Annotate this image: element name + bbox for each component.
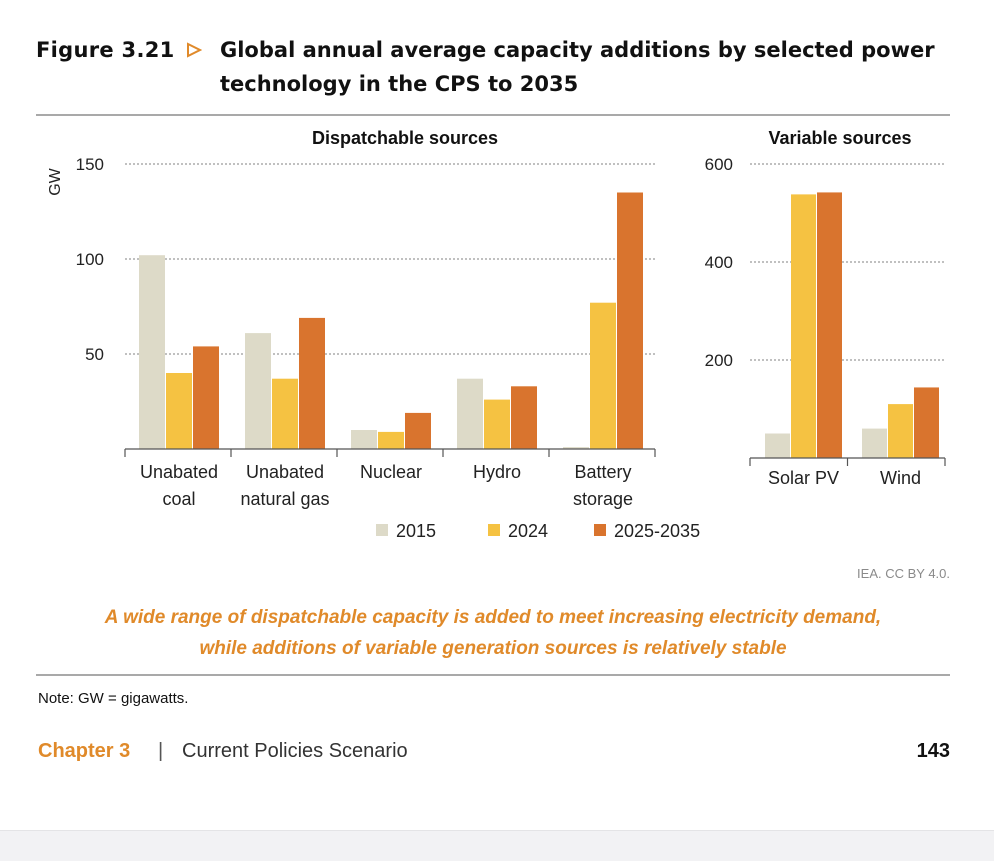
- bar: [888, 404, 913, 458]
- category-label: coal: [162, 489, 195, 509]
- category-label: Unabated: [246, 462, 324, 482]
- viewer-bottom-bar: [0, 830, 994, 861]
- y-tick-label: 100: [76, 250, 104, 269]
- category-label: Nuclear: [360, 462, 422, 482]
- bar: [299, 317, 325, 449]
- figure-caption: A wide range of dispatchable capacity is…: [36, 602, 950, 664]
- bar: [405, 412, 431, 449]
- capacity-chart: 50 100 150 Unabated coal Unabated natural gas N…: [47, 155, 946, 541]
- y-axis-label: GW: [47, 167, 64, 195]
- bar: [765, 433, 790, 458]
- caption-line-2: while additions of variable generation s…: [199, 638, 787, 659]
- category-label: Wind: [880, 468, 921, 488]
- bar: [139, 255, 165, 449]
- y-tick-label: 200: [705, 351, 733, 370]
- category-label: natural gas: [240, 489, 329, 509]
- bar: [166, 373, 192, 449]
- y-tick-label: 400: [705, 253, 733, 272]
- bar: [511, 386, 537, 449]
- footer-separator: |: [158, 740, 164, 762]
- bar: [914, 387, 939, 458]
- credit-text: IEA. CC BY 4.0.: [857, 566, 950, 581]
- bottom-rule: [36, 674, 950, 676]
- panel-title-dispatchable: Dispatchable sources: [311, 128, 499, 148]
- bar: [193, 346, 219, 449]
- category-label: Unabated: [140, 462, 218, 482]
- top-rule: [36, 114, 950, 116]
- legend-label: 2025-2035: [614, 521, 700, 541]
- legend-label: 2015: [396, 521, 436, 541]
- legend-label: 2024: [508, 521, 548, 541]
- legend-swatch: [488, 524, 500, 536]
- bar: [590, 302, 616, 449]
- figure-label: Figure 3.21: [36, 38, 175, 62]
- page-number: 143: [916, 740, 950, 762]
- bar: [245, 333, 271, 449]
- category-label: storage: [573, 489, 633, 509]
- bar: [351, 430, 377, 449]
- caption-line-1: A wide range of dispatchable capacity is…: [104, 607, 882, 628]
- figure-title: Global annual average capacity additions…: [220, 38, 935, 96]
- note-text: Note: GW = gigawatts.: [38, 690, 189, 707]
- category-label: Battery: [574, 462, 631, 482]
- category-label: Solar PV: [768, 468, 839, 488]
- legend-swatch: [594, 524, 606, 536]
- y-tick-label: 50: [85, 345, 104, 364]
- bar: [791, 194, 816, 458]
- bar: [484, 399, 510, 449]
- y-tick-label: 150: [76, 155, 104, 174]
- bar: [862, 428, 887, 458]
- legend-swatch: [376, 524, 388, 536]
- bar: [563, 447, 589, 449]
- bar: [617, 192, 643, 449]
- panel-title-variable: Variable sources: [768, 128, 912, 148]
- bar: [378, 431, 404, 449]
- category-label: Hydro: [473, 462, 521, 482]
- bar: [272, 378, 298, 449]
- bar: [817, 192, 842, 459]
- bar: [457, 378, 483, 449]
- footer-chapter: Chapter 3: [38, 740, 131, 762]
- triangle-arrow-icon: [187, 42, 202, 58]
- y-tick-label: 600: [705, 155, 733, 174]
- footer-section: Current Policies Scenario: [182, 740, 408, 762]
